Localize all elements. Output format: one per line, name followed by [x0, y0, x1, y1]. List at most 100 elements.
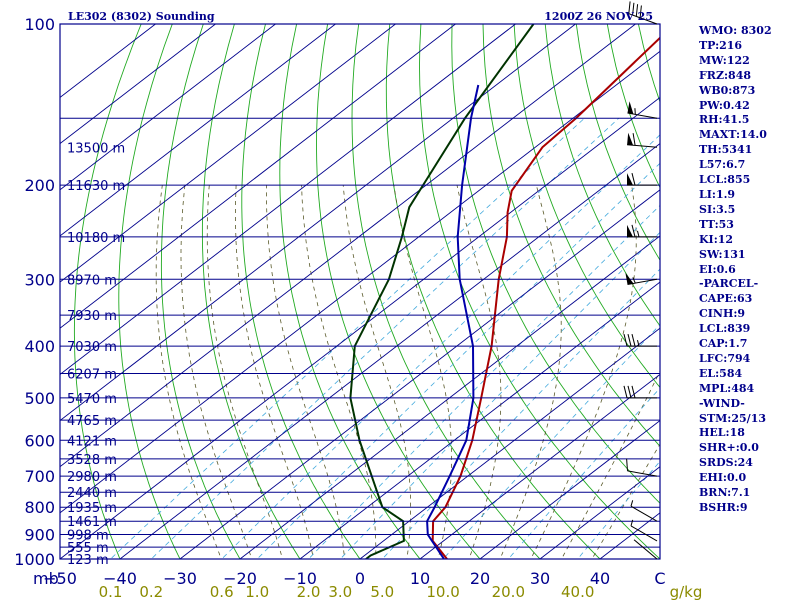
wind-barb [628, 1, 658, 25]
pressure-tick-label: 600 [24, 431, 55, 450]
dry-adiabat [451, 24, 660, 504]
index-item: CINH:9 [699, 307, 746, 321]
wind-barb-flag [632, 2, 635, 16]
isotherm [179, 189, 660, 559]
index-item: LCL:839 [699, 322, 751, 336]
moist-adiabat [456, 185, 502, 559]
height-label: 4121 m [67, 434, 117, 449]
wind-barb-half-flag [632, 277, 636, 284]
height-label: 5470 m [67, 392, 117, 407]
dry-adiabat [513, 24, 660, 389]
moist-adiabat [265, 185, 345, 559]
height-label: 7930 m [67, 309, 117, 324]
wind-barb-flag [627, 333, 632, 347]
height-label: 13500 m [67, 141, 125, 156]
wind-barb-staff [627, 470, 658, 477]
index-item: WMO: 8302 [699, 24, 772, 37]
wind-barb-flag [631, 333, 636, 347]
index-item: -WIND- [699, 396, 745, 410]
height-label: 11630 m [67, 179, 125, 194]
wind-barbs [623, 1, 658, 560]
index-item: WB0:873 [699, 83, 756, 97]
temperature-tick-label: −20 [223, 569, 257, 588]
index-item: TP:216 [699, 38, 743, 52]
wind-barb [630, 500, 658, 522]
index-item: FRZ:848 [699, 68, 752, 82]
wind-barb-staff [630, 525, 658, 542]
station-title: LE302 (8302) Sounding [68, 10, 215, 23]
index-item: -PARCEL- [699, 277, 759, 291]
mixing-ratio-label: 0.6 [210, 583, 234, 600]
dry-adiabat [316, 24, 481, 559]
wind-barb-flag [631, 224, 636, 238]
wind-barb-flag [623, 385, 628, 399]
pressure-tick-label: 400 [24, 337, 55, 356]
index-item: SW:131 [699, 247, 746, 261]
dry-adiabat [118, 24, 181, 559]
height-label: 2980 m [67, 470, 117, 485]
wind-barb-pennant [625, 272, 634, 285]
wind-barb [625, 272, 658, 285]
mixing-ratio-unit: g/kg [670, 583, 703, 600]
index-item: CAPE:63 [699, 292, 753, 306]
index-item: KI:12 [699, 232, 734, 246]
wind-barb-half-flag [630, 500, 634, 507]
isotherm [60, 24, 396, 283]
wind-barb-flag [631, 385, 636, 399]
wind-barb-staff [627, 278, 658, 285]
wind-barb [627, 101, 658, 119]
wind-barb [630, 519, 658, 542]
wind-barb-half-flag [637, 339, 640, 347]
wind-barb [623, 333, 657, 347]
chart-frame [59, 23, 661, 560]
isotherm [60, 24, 276, 191]
wind-barb-pennant [627, 132, 634, 146]
temperature-tick-label: 10 [410, 569, 430, 588]
wind-barb-flag [632, 133, 636, 146]
index-item: HEL:18 [699, 426, 745, 440]
isotherm [239, 235, 660, 559]
wind-barb [627, 224, 657, 238]
wind-barb-staff [633, 539, 658, 560]
temperature-tick-label: 0 [355, 569, 365, 588]
dry-adiabat [544, 24, 660, 327]
temperature-tick-label: 20 [470, 569, 490, 588]
mixing-ratio-label: 40.0 [561, 583, 594, 600]
height-label: 123 m [67, 553, 109, 568]
wind-barb-flag [626, 458, 628, 471]
mixing-ratio-label: 10.0 [426, 583, 459, 600]
wind-barb-flag [627, 385, 632, 399]
dry-adiabat [575, 24, 660, 261]
height-label: 10180 m [67, 231, 125, 246]
isotherm [60, 24, 456, 329]
mixing-ratio-label: 0.2 [139, 583, 163, 600]
temperature-tick-label: −50 [43, 569, 77, 588]
moist-adiabat [155, 185, 222, 559]
temperature-tick-label: −40 [103, 569, 137, 588]
pressure-tick-label: 300 [24, 270, 55, 289]
wind-barb-pennant [627, 101, 634, 114]
index-item: PW:0.42 [699, 98, 750, 112]
isotherm [60, 24, 216, 145]
dry-adiabat [160, 24, 241, 559]
mixing-ratio-label: 20.0 [492, 583, 525, 600]
mixing-ratio-label: 0.1 [99, 583, 123, 600]
pressure-tick-label: 1000 [14, 550, 55, 569]
pressure-tick-label: 800 [24, 498, 55, 517]
pressure-tick-label: 700 [24, 467, 55, 486]
index-item: LFC:794 [699, 351, 751, 365]
index-item: STM:25/13 [699, 411, 766, 425]
wind-barb-staff [627, 112, 658, 119]
index-item: BSHR:9 [699, 501, 748, 514]
height-label: 6207 m [67, 368, 117, 383]
height-label: 2440 m [67, 486, 117, 501]
wind-barb-pennant [627, 224, 633, 237]
isotherm [60, 24, 516, 375]
index-item: SRDS:24 [699, 456, 753, 470]
isotherm [539, 466, 660, 559]
dry-adiabat [73, 24, 142, 559]
index-item: EL:584 [699, 366, 743, 380]
pressure-tick-label: 100 [24, 15, 55, 34]
